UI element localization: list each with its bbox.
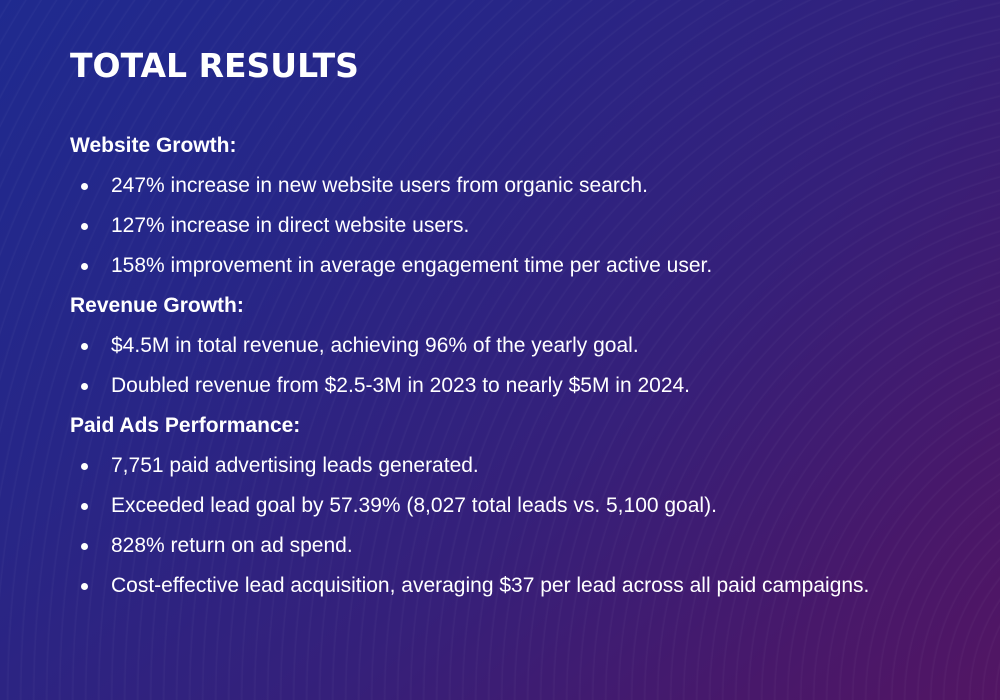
bullet-list: $4.5M in total revenue, achieving 96% of… bbox=[70, 326, 950, 406]
bullet-icon bbox=[81, 343, 88, 350]
list-item: 7,751 paid advertising leads generated. bbox=[70, 446, 950, 486]
bullet-icon bbox=[81, 183, 88, 190]
section-paid-ads-performance: Paid Ads Performance: 7,751 paid adverti… bbox=[70, 406, 950, 606]
list-item: Cost-effective lead acquisition, averagi… bbox=[70, 566, 950, 606]
section-revenue-growth: Revenue Growth: $4.5M in total revenue, … bbox=[70, 286, 950, 406]
bullet-list: 7,751 paid advertising leads generated. … bbox=[70, 446, 950, 606]
section-website-growth: Website Growth: 247% increase in new web… bbox=[70, 126, 950, 286]
list-item: 158% improvement in average engagement t… bbox=[70, 246, 950, 286]
list-item: $4.5M in total revenue, achieving 96% of… bbox=[70, 326, 950, 366]
section-heading: Revenue Growth: bbox=[70, 294, 244, 317]
list-item: Doubled revenue from $2.5-3M in 2023 to … bbox=[70, 366, 950, 406]
list-item: 127% increase in direct website users. bbox=[70, 206, 950, 246]
bullet-icon bbox=[81, 543, 88, 550]
bullet-icon bbox=[81, 223, 88, 230]
list-item: 247% increase in new website users from … bbox=[70, 166, 950, 206]
bullet-icon bbox=[81, 583, 88, 590]
section-heading: Paid Ads Performance: bbox=[70, 414, 301, 437]
bullet-icon bbox=[81, 463, 88, 470]
results-panel: TOTAL RESULTS Website Growth: 247% incre… bbox=[70, 44, 950, 606]
bullet-icon bbox=[81, 263, 88, 270]
list-item: Exceeded lead goal by 57.39% (8,027 tota… bbox=[70, 486, 950, 526]
bullet-icon bbox=[81, 503, 88, 510]
page-title: TOTAL RESULTS bbox=[70, 46, 359, 85]
bullet-icon bbox=[81, 383, 88, 390]
bullet-list: 247% increase in new website users from … bbox=[70, 166, 950, 286]
list-item: 828% return on ad spend. bbox=[70, 526, 950, 566]
section-heading: Website Growth: bbox=[70, 134, 237, 157]
